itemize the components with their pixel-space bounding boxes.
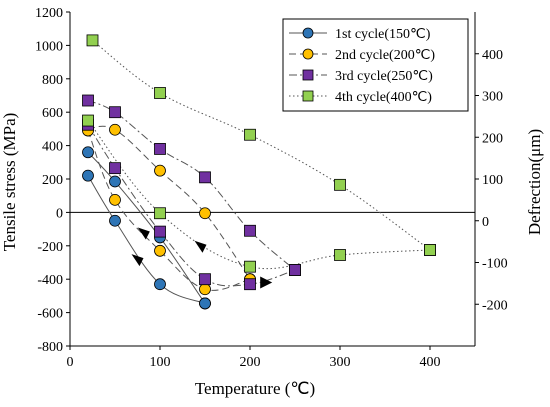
y2-tick-label: 300 [482, 90, 503, 105]
data-point [154, 225, 166, 238]
data-point [109, 214, 121, 227]
legend-label: 2nd cycle(200℃) [335, 48, 435, 63]
data-point [154, 87, 166, 99]
data-point [199, 283, 211, 296]
data-point [154, 164, 166, 177]
y-tick-label: 0 [56, 206, 63, 221]
arrow-marker [260, 276, 273, 289]
data-point [334, 249, 346, 261]
y2-tick-label: -100 [482, 257, 508, 272]
data-point [154, 143, 166, 155]
series-line-1-lower [87, 175, 206, 304]
x-tick-label: 200 [240, 355, 261, 370]
data-point [82, 94, 94, 107]
x-tick-label: 100 [150, 355, 171, 370]
series-markers [82, 34, 436, 310]
y-tick-label: -400 [37, 273, 63, 288]
x-axis-label: Temperature (℃) [195, 379, 315, 398]
data-point [82, 114, 94, 127]
x-tick-label: 300 [330, 355, 351, 370]
series-line-3-lower [87, 124, 296, 287]
data-point [199, 297, 211, 310]
data-point [199, 273, 211, 286]
y-tick-label: 1200 [35, 6, 63, 21]
data-point [302, 27, 314, 39]
arrow-marker [194, 240, 207, 253]
data-point [154, 207, 166, 220]
data-point [334, 178, 346, 191]
y-axis-label: Tensile stress (MPa) [0, 113, 19, 252]
data-point [424, 244, 436, 256]
series-line-2-lower [87, 130, 251, 291]
series-line-4-lower [87, 120, 431, 270]
axes [66, 11, 479, 350]
y-tick-label: -600 [37, 307, 63, 322]
arrow-marker [137, 227, 150, 240]
data-point [109, 175, 121, 188]
y-tick-label: 400 [42, 140, 63, 155]
data-point [302, 90, 314, 102]
data-point [109, 123, 121, 136]
data-point [244, 128, 256, 141]
data-point [109, 162, 121, 175]
x-tick-label: 400 [420, 355, 441, 370]
legend-label: 1st cycle(150℃) [335, 27, 431, 42]
y2-tick-label: 200 [482, 131, 503, 146]
data-point [302, 69, 314, 81]
data-point [244, 278, 256, 291]
y2-tick-label: 100 [482, 173, 503, 188]
data-point [154, 278, 166, 291]
annotations [131, 227, 273, 289]
tick-labels: 0 100 200 300 400 -800 -600 -400 -200 0 200 400 600 8… [35, 6, 508, 370]
y2-tick-label: -200 [482, 298, 508, 313]
y2-tick-label: 0 [482, 215, 489, 230]
y-tick-label: -800 [37, 340, 63, 355]
data-point [244, 260, 256, 273]
y-tick-label: 200 [42, 173, 63, 188]
data-point [82, 169, 94, 182]
y-tick-label: 600 [42, 106, 63, 121]
data-point [199, 207, 211, 220]
data-point [109, 106, 121, 119]
y2-tick-label: 400 [482, 48, 503, 63]
data-point [244, 224, 256, 237]
y2-axis-label: Defrection(μm) [525, 129, 544, 235]
series-line-1-upper [87, 151, 206, 304]
data-point [154, 244, 166, 257]
y-tick-label: -200 [37, 240, 63, 255]
data-point [289, 264, 301, 276]
y-tick-label: 1000 [35, 39, 63, 54]
arrow-marker [131, 254, 144, 267]
data-point [199, 171, 211, 184]
y-tick-label: 800 [42, 73, 63, 88]
data-point [82, 146, 94, 159]
data-point [109, 193, 121, 206]
x-tick-label: 0 [67, 355, 74, 370]
legend: 1st cycle(150℃) 2nd cycle(200℃) 3rd cycle(… [282, 18, 469, 112]
data-point [302, 48, 314, 60]
legend-label: 4th cycle(400℃) [335, 90, 432, 105]
legend-label: 3rd cycle(250℃) [335, 69, 433, 84]
data-point [86, 34, 99, 47]
